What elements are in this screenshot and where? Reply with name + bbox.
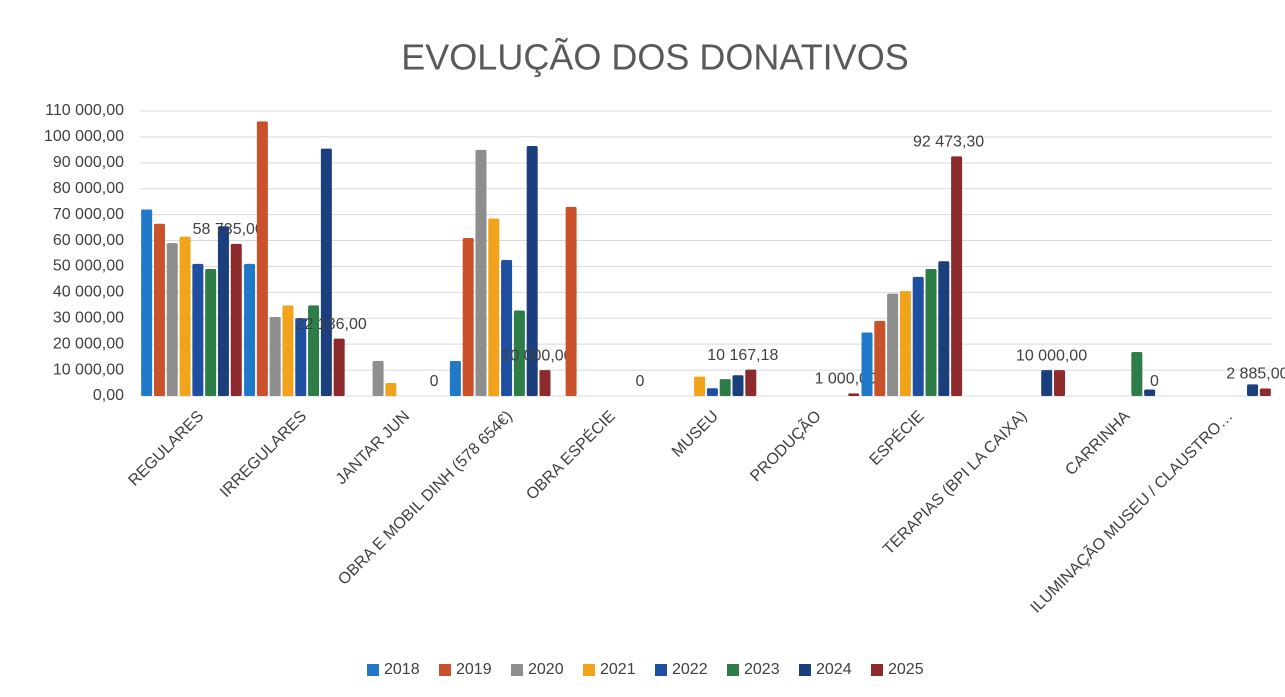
data-label: 2 885,00 [1226, 366, 1285, 383]
y-tick-label: 100 000,00 [44, 128, 124, 145]
legend-label: 2025 [888, 661, 924, 678]
data-label: 10 167,18 [707, 347, 778, 364]
y-tick-label: 90 000,00 [53, 154, 124, 171]
data-label: 0 [635, 373, 644, 390]
bar [745, 369, 757, 396]
bar [1144, 389, 1156, 396]
bar [230, 243, 242, 396]
legend-swatch [511, 664, 523, 676]
bar [141, 209, 153, 396]
x-tick-label: IRREGULARES [217, 408, 310, 501]
x-tick-label: OBRA ESPÉCIE [522, 406, 619, 503]
bar [848, 393, 860, 396]
y-tick-label: 10 000,00 [53, 361, 124, 378]
bar [282, 305, 294, 396]
bar [694, 376, 706, 396]
bar [217, 226, 229, 396]
y-tick-label: 60 000,00 [53, 232, 124, 249]
legend-label: 2023 [744, 661, 780, 678]
bar [244, 263, 256, 396]
y-tick-label: 80 000,00 [53, 180, 124, 197]
bar [449, 361, 461, 396]
bar [256, 121, 268, 396]
legend-label: 2018 [384, 661, 420, 678]
legend-swatch [727, 664, 739, 676]
bar [925, 269, 937, 396]
data-label: 10 000,00 [501, 347, 572, 364]
bar [951, 156, 963, 396]
chart-title: EVOLUÇÃO DOS DONATIVOS [401, 37, 908, 78]
bar [887, 293, 899, 396]
bar [501, 259, 513, 396]
bar [874, 320, 886, 396]
bar [269, 316, 281, 396]
legend-swatch [583, 664, 595, 676]
legend-label: 2021 [600, 661, 636, 678]
legend-swatch [439, 664, 451, 676]
bar [912, 276, 924, 396]
legend-swatch [367, 664, 379, 676]
x-tick-label: MUSEU [669, 408, 722, 461]
y-tick-label: 110 000,00 [45, 102, 124, 119]
bar [861, 332, 873, 396]
bar [1259, 388, 1271, 396]
data-label: 0 [1150, 373, 1159, 390]
bar [462, 237, 474, 396]
y-tick-label: 20 000,00 [53, 335, 124, 352]
bar [1054, 370, 1066, 396]
bar [938, 261, 950, 396]
bar [475, 149, 487, 396]
legend-label: 2022 [672, 661, 708, 678]
bar [205, 269, 217, 396]
bar [565, 206, 577, 396]
x-tick-label: CARRINHA [1062, 408, 1133, 479]
x-tick-label: ESPÉCIE [865, 406, 927, 468]
bar [706, 388, 718, 396]
bar [333, 338, 345, 396]
bar [1247, 384, 1259, 396]
bar [526, 145, 538, 396]
data-label: 58 735,00 [193, 221, 264, 238]
y-tick-label: 0,00 [93, 387, 124, 404]
bar [899, 291, 911, 396]
legend-label: 2024 [816, 661, 852, 678]
bar [308, 305, 320, 396]
y-tick-label: 30 000,00 [53, 309, 124, 326]
bar [295, 318, 307, 396]
bar [1041, 370, 1053, 396]
x-tick-label: REGULARES [125, 408, 207, 490]
data-label: 22 136,00 [296, 316, 367, 333]
legend-swatch [871, 664, 883, 676]
bar [385, 383, 397, 396]
bar [719, 379, 731, 396]
bar [153, 223, 165, 396]
bar [166, 243, 178, 396]
bar [488, 218, 500, 396]
legend-swatch [655, 664, 667, 676]
data-label: 92 473,30 [913, 134, 984, 151]
y-tick-label: 70 000,00 [53, 206, 124, 223]
data-label: 1 000,00 [815, 371, 877, 388]
x-tick-label: JANTAR JUN [333, 408, 413, 488]
x-tick-label: PRODUÇÃO [745, 406, 825, 486]
data-label: 10 000,00 [1016, 347, 1087, 364]
bar [539, 370, 551, 396]
legend-swatch [799, 664, 811, 676]
bar [372, 361, 384, 396]
data-label: 0 [430, 373, 439, 390]
x-tick-label: OBRA E MOBIL DINH (578 654€) [335, 408, 516, 589]
y-tick-label: 40 000,00 [53, 284, 124, 301]
bar [320, 148, 332, 396]
legend-label: 2019 [456, 661, 492, 678]
bar [732, 375, 744, 396]
x-tick-label: ILUMINAÇÃO MUSEU / CLAUSTRO… [1025, 406, 1236, 617]
bar [1131, 351, 1143, 396]
bar [513, 310, 525, 396]
legend-label: 2020 [528, 661, 564, 678]
y-tick-label: 50 000,00 [53, 258, 124, 275]
bar [179, 236, 191, 396]
bar [192, 263, 204, 396]
